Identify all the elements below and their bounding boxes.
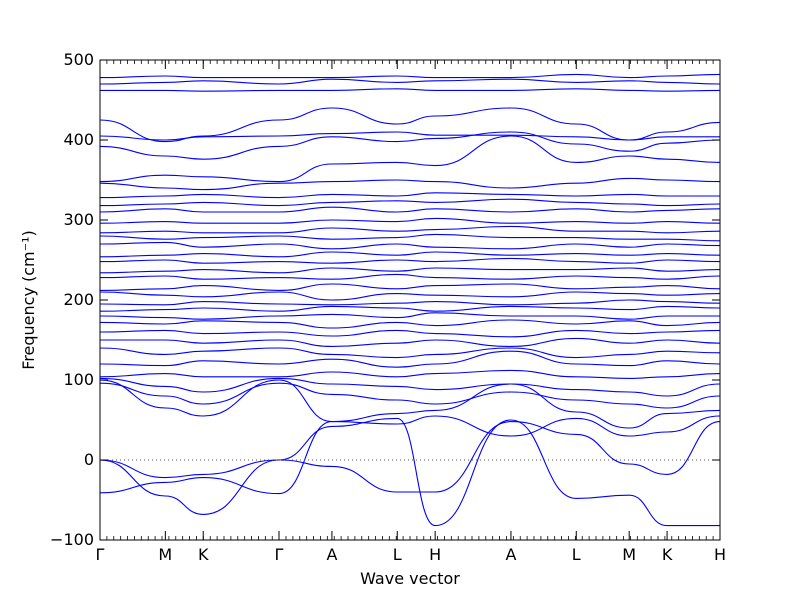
y-tick-label: −100 [50, 530, 94, 549]
x-tick-label: H [429, 545, 441, 564]
x-tick-label: H [714, 545, 726, 564]
band-line-25 [99, 217, 721, 224]
band-line-3 [99, 415, 721, 495]
band-line-36 [99, 73, 721, 79]
band-line-6 [99, 377, 721, 397]
x-tick-label: A [505, 545, 516, 564]
band-line-35 [99, 78, 721, 85]
x-tick-label: Γ [275, 545, 284, 564]
y-axis-label: Frequency (cm⁻¹) [19, 230, 38, 369]
band-line-33 [99, 107, 721, 143]
band-line-13 [99, 312, 720, 320]
band-lines [99, 73, 721, 527]
y-tick-label: 300 [63, 210, 94, 229]
band-line-8 [99, 350, 721, 368]
band-line-34 [100, 88, 721, 92]
y-tick-label: 400 [63, 130, 94, 149]
band-line-11 [99, 329, 721, 338]
band-line-7 [99, 369, 721, 379]
band-line-19 [99, 267, 721, 274]
x-tick-label: L [572, 545, 581, 564]
band-line-4 [99, 379, 721, 429]
band-line-23 [99, 233, 721, 242]
band-line-10 [100, 337, 721, 347]
x-minor-ticks [99, 60, 721, 540]
x-tick-label: M [158, 545, 172, 564]
band-line-22 [99, 241, 721, 250]
band-line-12 [99, 319, 721, 329]
band-line-17 [99, 283, 721, 291]
y-axis-ticks: −100 0 100 200 300 400 500 [50, 50, 720, 549]
y-tick-label: 200 [63, 290, 94, 309]
band-line-1 [99, 417, 720, 527]
x-axis-label: Wave vector [360, 569, 460, 588]
band-line-27 [99, 198, 721, 207]
y-tick-label: 100 [63, 370, 94, 389]
band-line-30 [99, 135, 721, 183]
plot-frame [99, 59, 721, 541]
x-tick-label: M [622, 545, 636, 564]
band-line-28 [99, 192, 720, 199]
x-tick-label: K [198, 545, 209, 564]
band-line-32 [99, 131, 721, 141]
band-line-15 [99, 299, 721, 306]
x-tick-label: Γ [96, 545, 105, 564]
band-line-20 [99, 257, 721, 264]
band-line-26 [99, 206, 721, 213]
x-tick-label: K [662, 545, 673, 564]
x-tick-label: L [393, 545, 402, 564]
y-tick-label: 0 [84, 450, 94, 469]
band-line-2 [99, 421, 721, 493]
band-line-29 [99, 177, 721, 191]
band-line-31 [99, 131, 721, 160]
band-line-9 [99, 347, 721, 359]
band-line-5 [99, 382, 721, 409]
band-line-16 [99, 291, 721, 301]
band-line-14 [99, 305, 721, 312]
band-line-18 [99, 273, 721, 280]
band-line-21 [99, 251, 721, 258]
band-line-24 [99, 225, 721, 234]
y-tick-label: 500 [63, 50, 94, 69]
x-tick-label: A [326, 545, 337, 564]
